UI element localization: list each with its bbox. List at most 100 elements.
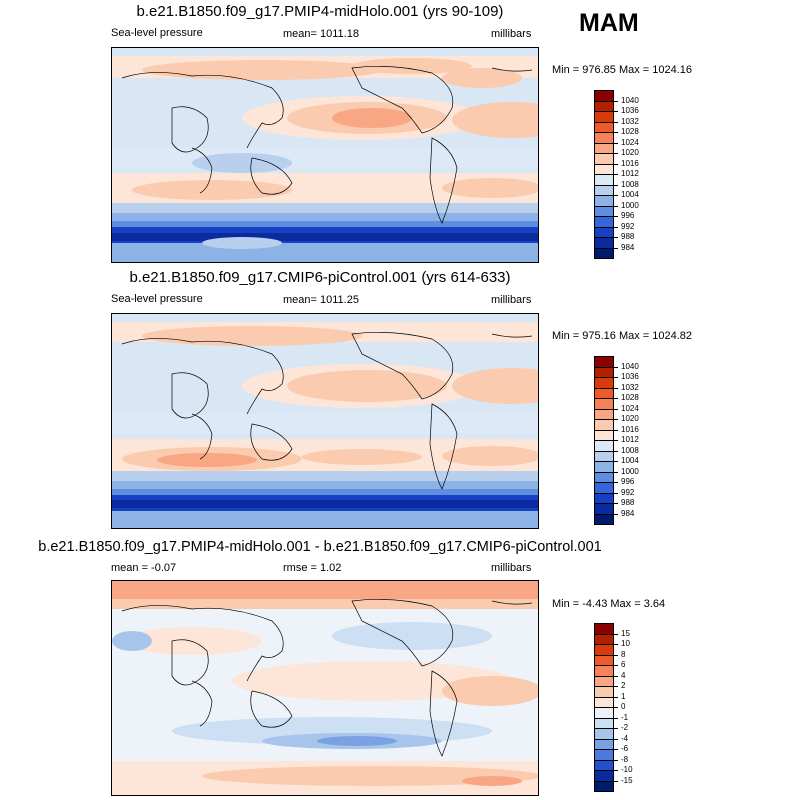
colorbar-label: 15 (621, 628, 630, 638)
colorbar-swatch (594, 366, 614, 377)
colorbar-tick (614, 759, 618, 761)
colorbar-tick (614, 163, 618, 165)
colorbar-tick (614, 205, 618, 207)
colorbar-label: 10 (621, 639, 630, 648)
colorbar-swatch (594, 644, 614, 655)
colorbar-tick (614, 429, 618, 431)
colorbar-tick (614, 728, 618, 729)
panel-2-map (111, 313, 539, 529)
colorbar-label: 1028 (621, 127, 639, 136)
colorbar-tick (614, 142, 618, 144)
colorbar-tick (614, 132, 618, 133)
colorbar-label: 1 (621, 691, 626, 701)
colorbar-swatch (594, 707, 614, 718)
colorbar-swatch (594, 738, 614, 749)
colorbar-tick (614, 174, 618, 175)
colorbar-label: 988 (621, 232, 635, 241)
panel-3-map-svg (112, 581, 538, 795)
colorbar-tick (614, 717, 618, 719)
panel-2-variable-label: Sea-level pressure (111, 293, 203, 305)
colorbar-swatch (594, 503, 614, 514)
colorbar-tick (614, 633, 618, 635)
colorbar-swatch (594, 247, 614, 259)
colorbar-swatch (594, 780, 614, 792)
colorbar-swatch (594, 717, 614, 728)
colorbar-tick (614, 665, 618, 666)
colorbar-swatch (594, 482, 614, 493)
colorbar-swatch (594, 132, 614, 143)
colorbar-swatch (594, 226, 614, 237)
colorbar-tick (614, 450, 618, 452)
panel-1-title: b.e21.B1850.f09_g17.PMIP4-midHolo.001 (y… (136, 3, 504, 20)
colorbar-swatch (594, 121, 614, 132)
colorbar-label: -15 (621, 775, 633, 785)
colorbar-label: 992 (621, 487, 635, 497)
colorbar-swatch (594, 408, 614, 419)
panel-1-minmax: Min = 976.85 Max = 1024.16 (552, 64, 693, 76)
colorbar-label: -8 (621, 754, 629, 764)
colorbar-tick (614, 707, 618, 708)
colorbar-tick (614, 780, 618, 782)
colorbar-label: 1004 (621, 190, 639, 199)
colorbar-tick (614, 644, 618, 645)
colorbar-label: 1012 (621, 435, 639, 444)
season-label: MAM (579, 9, 639, 37)
colorbar-tick (614, 461, 618, 462)
colorbar-label: 1032 (621, 382, 639, 392)
colorbar-swatch (594, 429, 614, 440)
colorbar-label: 1016 (621, 158, 639, 168)
colorbar-label: -1 (621, 712, 629, 722)
colorbar-label: 1024 (621, 137, 639, 147)
colorbar-swatch (594, 174, 614, 185)
colorbar-label: 1036 (621, 106, 639, 115)
panel-2-map-svg (112, 314, 538, 528)
colorbar-swatch (594, 205, 614, 216)
panel-1-variable-label: Sea-level pressure (111, 27, 203, 39)
panel-3-map (111, 580, 539, 796)
colorbar-label: 1040 (621, 95, 639, 105)
colorbar-swatch (594, 387, 614, 398)
colorbar-swatch (594, 111, 614, 122)
colorbar-label: 1020 (621, 414, 639, 423)
colorbar-label: 996 (621, 211, 635, 220)
colorbar-tick (614, 686, 618, 687)
colorbar-swatch (594, 195, 614, 206)
colorbar-label: 1008 (621, 179, 639, 189)
colorbar-tick (614, 195, 618, 196)
colorbar-swatch (594, 696, 614, 707)
colorbar-label: -2 (621, 723, 629, 732)
colorbar-label: 1040 (621, 361, 639, 371)
colorbar-tick (614, 121, 618, 123)
colorbar-swatch (594, 356, 614, 367)
colorbar-swatch (594, 440, 614, 451)
colorbar-label: 1036 (621, 372, 639, 381)
colorbar-swatch (594, 100, 614, 111)
colorbar-swatch (594, 163, 614, 174)
colorbar-tick (614, 492, 618, 494)
colorbar-tick (614, 408, 618, 410)
colorbar-tick (614, 247, 618, 249)
colorbar-swatch (594, 377, 614, 388)
colorbar-swatch (594, 90, 614, 101)
colorbar-label: -6 (621, 744, 629, 753)
colorbar-swatch (594, 184, 614, 195)
colorbar-label: 1024 (621, 403, 639, 413)
colorbar-label: 1008 (621, 445, 639, 455)
colorbar-label: 1016 (621, 424, 639, 434)
colorbar-tick (614, 696, 618, 698)
colorbar-tick (614, 770, 618, 771)
colorbar-tick (614, 419, 618, 420)
colorbar-tick (614, 100, 618, 102)
colorbar-swatch (594, 665, 614, 676)
colorbar-swatch (594, 216, 614, 227)
colorbar-label: 0 (621, 702, 626, 711)
colorbar-tick (614, 153, 618, 154)
colorbar-tick (614, 398, 618, 399)
colorbar-label: 1000 (621, 200, 639, 210)
panel-1-units-label: millibars (491, 28, 532, 40)
colorbar-swatch (594, 623, 614, 634)
colorbar-tick (614, 387, 618, 389)
colorbar-tick (614, 440, 618, 441)
colorbar-swatch (594, 513, 614, 525)
colorbar-tick (614, 503, 618, 504)
